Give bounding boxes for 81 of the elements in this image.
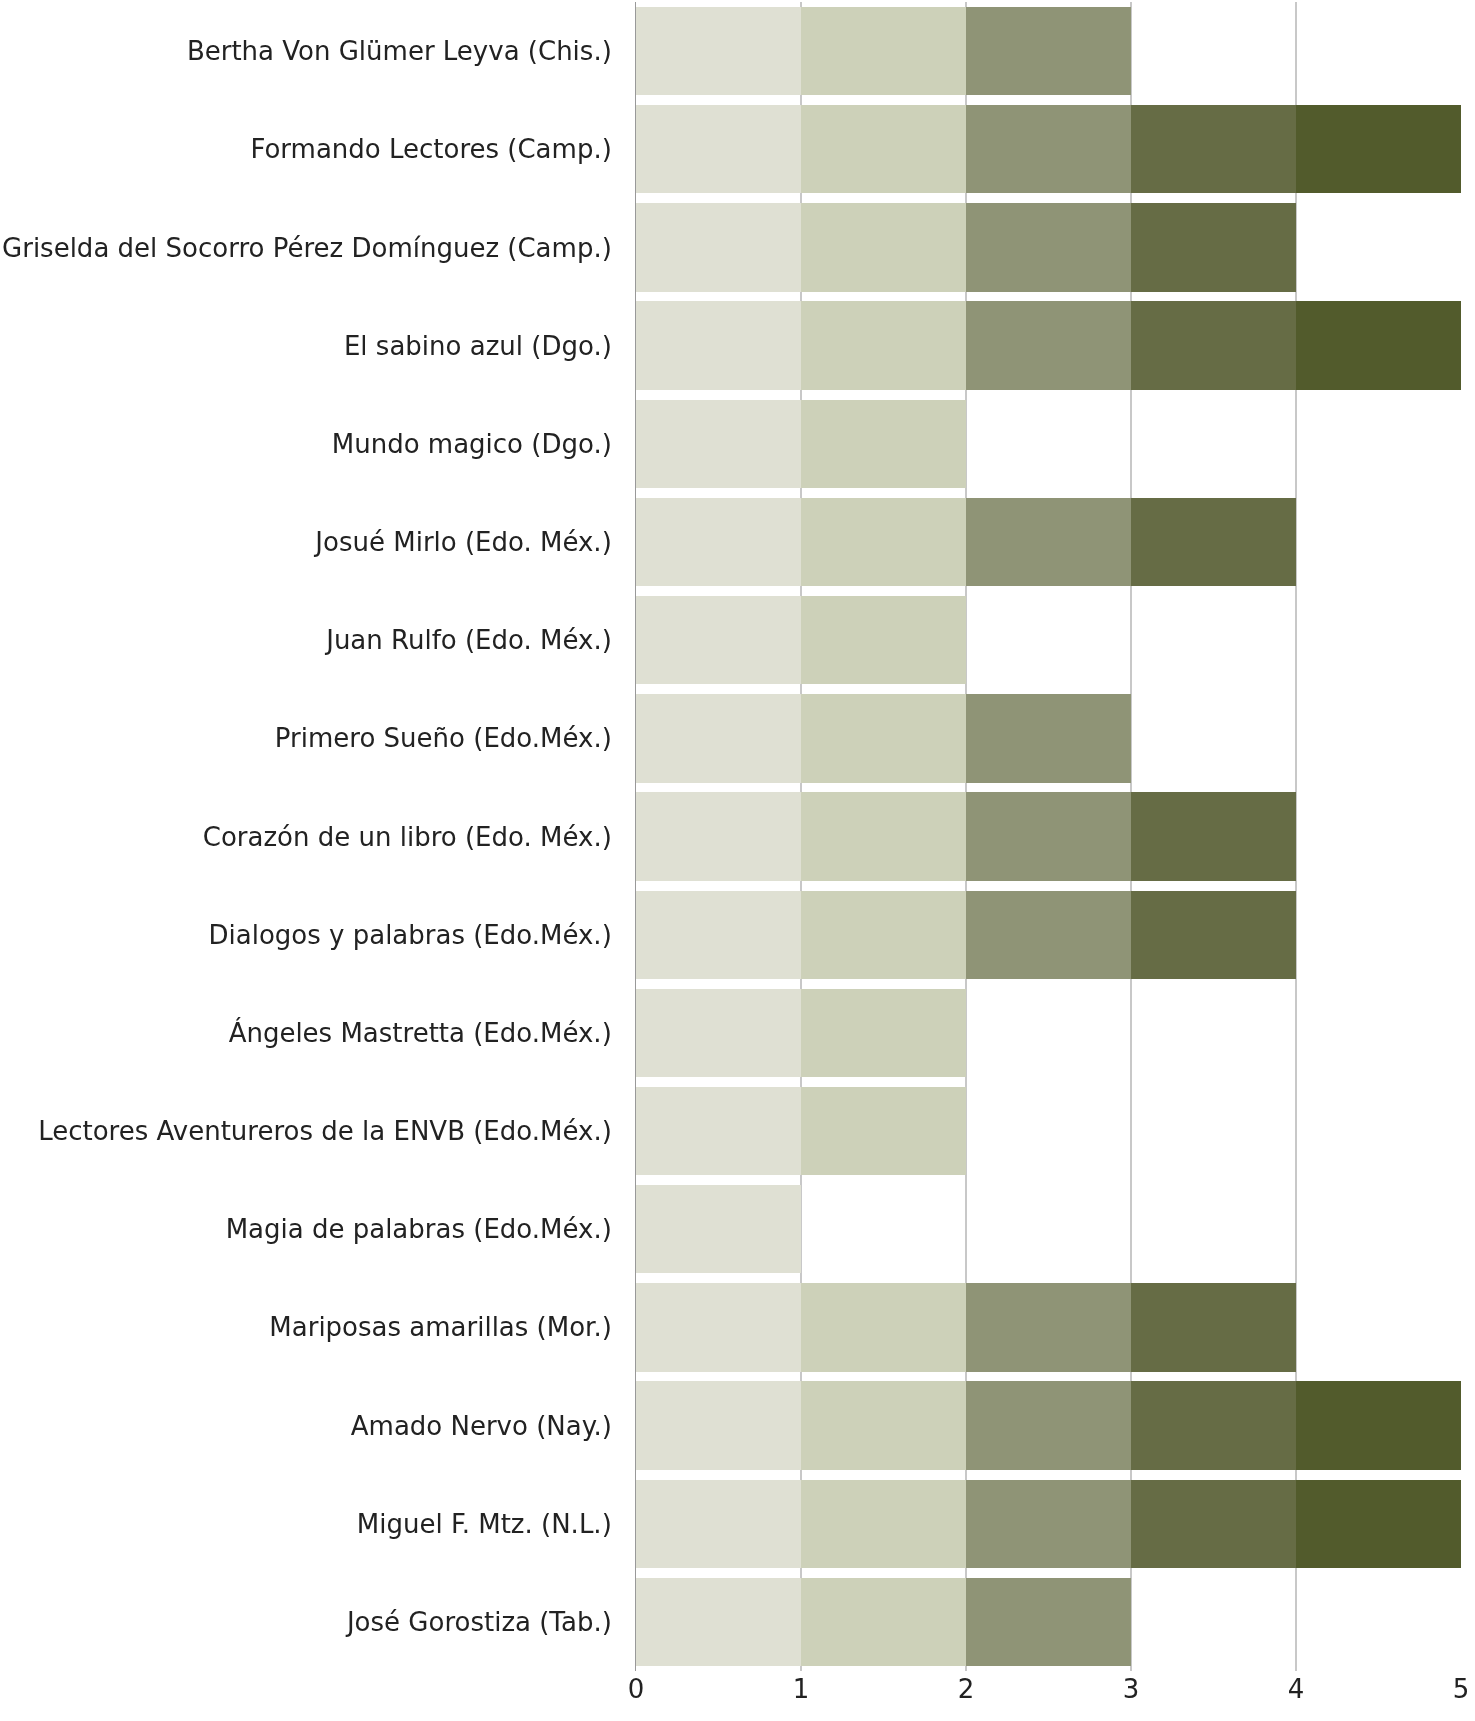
bar <box>1131 301 1296 390</box>
x-tick-label: 1 <box>792 1674 810 1704</box>
bar <box>636 203 801 292</box>
bar <box>801 988 966 1078</box>
x-tick-label: 2 <box>957 1674 975 1704</box>
bar <box>966 301 1131 390</box>
bar <box>636 595 801 685</box>
y-tick-label: Corazón de un libro (Edo. Méx.) <box>202 821 612 852</box>
bar <box>801 1381 966 1470</box>
bar <box>966 890 1131 979</box>
y-tick-label: Ángeles Mastretta (Edo.Méx.) <box>228 1016 612 1048</box>
bar <box>801 203 966 292</box>
bar <box>801 6 966 96</box>
bar <box>636 6 801 96</box>
bar <box>966 105 1131 194</box>
y-tick-label: Mariposas amarillas (Mor.) <box>269 1312 612 1343</box>
y-tick-label: Griselda del Socorro Pérez Domínguez (Camp.) <box>2 232 612 263</box>
bar <box>1131 105 1296 194</box>
bar <box>801 595 966 685</box>
y-tick-label: Amado Nervo (Nay.) <box>350 1410 612 1441</box>
bar <box>636 301 801 390</box>
bar <box>1296 105 1461 194</box>
bar <box>1131 1283 1296 1372</box>
bar <box>801 1479 966 1568</box>
bar <box>636 1086 801 1176</box>
bar <box>801 1577 966 1667</box>
y-tick-label: Josué Mirlo (Edo. Méx.) <box>313 527 612 558</box>
bar <box>636 890 801 979</box>
bar <box>1131 1479 1296 1568</box>
bar <box>801 497 966 587</box>
bar <box>1131 497 1296 587</box>
bar <box>1296 301 1461 390</box>
y-tick-label: Bertha Von Glümer Leyva (Chis.) <box>186 36 612 67</box>
bar <box>801 105 966 194</box>
bar <box>1131 1381 1296 1470</box>
bar <box>966 792 1131 881</box>
bar <box>1131 203 1296 292</box>
bar <box>636 399 801 488</box>
y-tick-label: El sabino azul (Dgo.) <box>343 330 612 361</box>
bar <box>1131 890 1296 979</box>
bar <box>636 988 801 1078</box>
bar <box>966 1283 1131 1372</box>
bar <box>636 1185 801 1274</box>
bar <box>636 792 801 881</box>
bar <box>801 694 966 783</box>
y-tick-label: Magia de palabras (Edo.Méx.) <box>225 1214 612 1245</box>
bar <box>636 694 801 783</box>
bar <box>966 497 1131 587</box>
bar <box>636 105 801 194</box>
x-tick-label: 3 <box>1122 1674 1140 1704</box>
bar <box>801 1086 966 1176</box>
y-tick-label: Formando Lectores (Camp.) <box>250 134 612 165</box>
bar <box>801 399 966 488</box>
x-tick-label: 4 <box>1287 1674 1305 1704</box>
x-tick-label: 0 <box>627 1674 645 1704</box>
bar <box>636 497 801 587</box>
bar <box>966 203 1131 292</box>
bar <box>1296 1381 1461 1470</box>
bar <box>801 301 966 390</box>
bar <box>636 1577 801 1667</box>
bar <box>801 792 966 881</box>
bar <box>966 694 1131 783</box>
bar <box>1131 792 1296 881</box>
bar <box>1296 1479 1461 1568</box>
bar <box>801 1283 966 1372</box>
y-tick-label: Juan Rulfo (Edo. Méx.) <box>324 625 612 656</box>
bar <box>966 6 1131 96</box>
y-tick-label: Lectores Aventureros de la ENVB (Edo.Méx.) <box>38 1116 612 1147</box>
bar <box>636 1283 801 1372</box>
y-tick-label: Dialogos y palabras (Edo.Méx.) <box>208 919 612 950</box>
y-tick-label: Mundo magico (Dgo.) <box>331 428 612 459</box>
y-tick-label: Miguel F. Mtz. (N.L.) <box>356 1508 612 1539</box>
bar <box>636 1479 801 1568</box>
bar <box>966 1381 1131 1470</box>
x-tick-label: 5 <box>1452 1674 1470 1704</box>
bar <box>966 1577 1131 1667</box>
bar <box>966 1479 1131 1568</box>
bar <box>801 890 966 979</box>
bar <box>636 1381 801 1470</box>
y-tick-label: José Gorostiza (Tab.) <box>344 1607 612 1638</box>
y-tick-label: Primero Sueño (Edo.Méx.) <box>274 723 612 754</box>
